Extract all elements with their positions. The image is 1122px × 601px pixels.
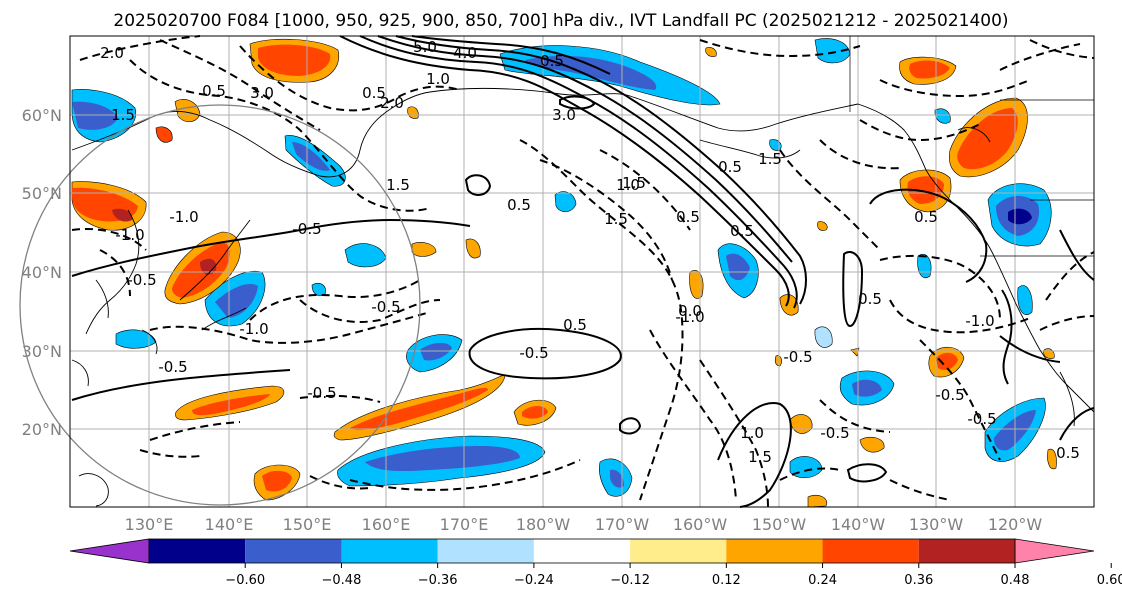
contour-label: 0.5 xyxy=(718,158,742,176)
colorbar-extend-min xyxy=(69,538,150,564)
contour-label: -0.5 xyxy=(127,271,156,289)
colorbar-segment xyxy=(726,539,823,563)
contour-label: 1.0 xyxy=(426,70,450,88)
contour-label: 1.5 xyxy=(758,150,782,168)
colorbar-tick-label: −0.48 xyxy=(322,573,362,588)
contour-label: 0.5 xyxy=(914,208,938,226)
lon-label: 170°W xyxy=(595,515,650,534)
lon-label: 130°W xyxy=(909,515,964,534)
colorbar-segment xyxy=(918,539,1015,563)
contour-label: 1.0 xyxy=(740,424,764,442)
latitude-labels: 60°N 50°N 40°N 30°N 20°N xyxy=(22,106,62,439)
contour-label: 1.5 xyxy=(748,448,772,466)
contour-label: -0.5 xyxy=(292,220,321,238)
lat-label: 50°N xyxy=(22,184,62,203)
contour-label: -1.0 xyxy=(115,226,144,244)
contour-label: -1.0 xyxy=(965,312,994,330)
map-title: 2025020700 F084 [1000, 950, 925, 900, 85… xyxy=(113,11,1008,31)
colorbar-segment xyxy=(437,539,534,563)
contour-label: 3.0 xyxy=(552,106,576,124)
contour-label: -1.0 xyxy=(239,320,268,338)
contour-label: -0.5 xyxy=(820,424,849,442)
colorbar-ticks: −0.60 −0.48 −0.36 −0.24 −0.12 0.12 0.24 0.36 0.4… xyxy=(225,563,1122,588)
reference-circle xyxy=(19,104,421,506)
contour-label: 0.5 xyxy=(507,196,531,214)
colorbar-tick-label: −0.24 xyxy=(514,573,554,588)
contour-label: 0.5 xyxy=(1056,444,1080,462)
shaded-divergence-fields xyxy=(71,38,1057,508)
contour-label: -0.5 xyxy=(371,298,400,316)
contour-label: -1.0 xyxy=(675,308,704,326)
longitude-labels: 130°E 140°E 150°E 160°E 170°E 180°W 170°W 160°W… xyxy=(125,515,1043,534)
lon-label: 160°E xyxy=(362,515,411,534)
colorbar-segment xyxy=(341,539,438,563)
lat-label: 30°N xyxy=(22,342,62,361)
contour-label: 2.0 xyxy=(100,44,124,62)
dashed-contours xyxy=(71,35,1095,508)
lat-label: 40°N xyxy=(22,263,62,282)
colorbar-tick-label: 0.48 xyxy=(1001,573,1030,588)
lon-label: 140°W xyxy=(831,515,886,534)
colorbar-tick-label: −0.12 xyxy=(610,573,650,588)
colorbar-segment xyxy=(822,539,919,563)
contour-label: -1.0 xyxy=(169,208,198,226)
colorbar-segments xyxy=(69,538,1095,564)
coastlines xyxy=(71,36,1095,507)
contour-label: 3.0 xyxy=(250,84,274,102)
contour-label: 1.0 xyxy=(616,176,640,194)
colorbar-segment xyxy=(533,539,631,563)
contour-label: 0.5 xyxy=(563,316,587,334)
contour-label: 0.5 xyxy=(540,52,564,70)
colorbar-tick-label: 0.12 xyxy=(712,573,741,588)
contour-label: 1.5 xyxy=(386,176,410,194)
contour-label-layer: 2.00.5 3.01.55.0 4.01.00.52.00.53.01.5 1.5-… xyxy=(100,38,1080,466)
contour-label: 0.5 xyxy=(202,82,226,100)
contour-label: -0.5 xyxy=(519,344,548,362)
contour-label: 0.5 xyxy=(676,208,700,226)
contour-label: -0.5 xyxy=(158,358,187,376)
contour-label: 5.0 xyxy=(413,38,437,56)
colorbar-tick-label: 0.36 xyxy=(904,573,933,588)
contour-label: 1.5 xyxy=(111,106,135,124)
lon-label: 170°E xyxy=(440,515,489,534)
contour-label: 1.5 xyxy=(604,210,628,228)
colorbar-segment xyxy=(245,539,342,563)
contour-label: 1.5 xyxy=(622,174,646,192)
contour-label: -0.5 xyxy=(935,386,964,404)
lon-label: 120°W xyxy=(988,515,1043,534)
colorbar-outline xyxy=(148,538,1016,564)
lon-label: 160°W xyxy=(673,515,728,534)
colorbar-tick-label: −0.60 xyxy=(225,573,265,588)
lon-label: 150°E xyxy=(283,515,332,534)
colorbar-extend-max xyxy=(1014,538,1095,564)
contour-label: -0.5 xyxy=(783,348,812,366)
contour-label: -0.5 xyxy=(967,410,996,428)
colorbar-segment xyxy=(149,539,246,563)
map-panel: 2.00.5 3.01.55.0 4.01.00.52.00.53.01.5 1.5-… xyxy=(19,35,1095,508)
contour-label: 4.0 xyxy=(453,44,477,62)
colorbar-segment xyxy=(630,539,727,563)
lon-label: 130°E xyxy=(125,515,174,534)
positive-divergence-patches xyxy=(71,38,1057,508)
contour-label: -0.5 xyxy=(307,384,336,402)
map-frame xyxy=(69,35,1095,508)
contour-label: 0.5 xyxy=(858,290,882,308)
colorbar-tick-label: −0.36 xyxy=(418,573,458,588)
colorbar: −0.60 −0.48 −0.36 −0.24 −0.12 0.12 0.24 0.36 0.4… xyxy=(69,538,1122,588)
colorbar-tick-label: 0.60 xyxy=(1097,573,1122,588)
lon-label: 140°E xyxy=(205,515,254,534)
contour-label: 0.5 xyxy=(362,84,386,102)
lon-label: 180°W xyxy=(516,515,571,534)
lat-label: 60°N xyxy=(22,106,62,125)
contour-label: 0.0 xyxy=(678,302,702,320)
lon-label: 150°W xyxy=(752,515,807,534)
contour-label: 2.0 xyxy=(380,94,404,112)
lat-label: 20°N xyxy=(22,420,62,439)
colorbar-tick-label: 0.24 xyxy=(808,573,837,588)
negative-divergence-patches xyxy=(71,38,1052,497)
divergence-contours xyxy=(71,35,1095,508)
contour-label: 0.5 xyxy=(730,222,754,240)
